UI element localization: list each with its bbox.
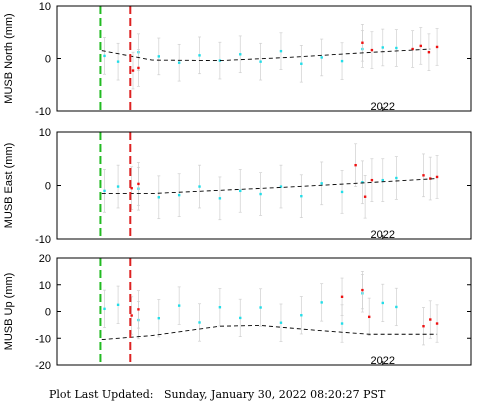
cyan-point xyxy=(239,53,242,56)
cyan-point xyxy=(103,54,106,58)
plot-updated-footer: Plot Last Updated: Sunday, January 30, 2… xyxy=(49,388,385,401)
cyan-point xyxy=(381,178,384,182)
cyan-point xyxy=(157,316,161,320)
y-tick-label: 20 xyxy=(39,253,51,265)
cyan-point xyxy=(239,316,242,320)
y-axis-label: MUSB East (mm) xyxy=(3,143,15,229)
cyan-point xyxy=(177,193,181,197)
red-point xyxy=(419,44,422,48)
cyan-point xyxy=(198,185,201,188)
trend-line xyxy=(101,324,438,341)
red-point xyxy=(429,318,432,321)
red-point xyxy=(427,51,431,54)
red-point xyxy=(435,322,439,325)
red-point xyxy=(370,48,374,52)
y-tick-label: 0 xyxy=(45,307,51,319)
y-tick-label: 0 xyxy=(45,181,51,193)
cyan-point xyxy=(218,306,222,309)
footer-label: Plot Last Updated: xyxy=(49,388,154,401)
cyan-point xyxy=(157,196,161,199)
y-tick-label: -10 xyxy=(35,234,51,246)
cyan-point xyxy=(320,301,323,304)
cyan-point xyxy=(361,181,364,184)
cyan-point xyxy=(116,303,120,307)
red-point xyxy=(137,308,140,311)
red-point xyxy=(370,178,374,182)
red-point xyxy=(435,45,439,49)
y-tick-label: 10 xyxy=(39,127,51,139)
cyan-point xyxy=(395,176,398,180)
y-tick-label: 0 xyxy=(45,54,51,66)
red-point xyxy=(361,41,364,44)
cyan-point xyxy=(395,305,398,309)
panel-2: -10 0 10 2022 MUSB East (mm) xyxy=(3,127,472,246)
panel-1: -10 0 10 2022 MUSB North (mm) xyxy=(3,1,472,118)
red-point xyxy=(429,177,432,180)
red-point xyxy=(340,295,344,298)
cyan-point xyxy=(279,321,283,324)
y-tick-label: -20 xyxy=(35,360,51,372)
trend-line xyxy=(101,48,431,62)
cyan-point xyxy=(157,55,161,58)
cyan-point xyxy=(300,314,303,317)
red-point xyxy=(367,315,371,319)
x-tick-label: 2022 xyxy=(371,101,395,113)
red-point xyxy=(422,174,425,177)
y-tick-label: -10 xyxy=(35,106,51,118)
red-point xyxy=(130,186,133,190)
trend-line xyxy=(101,178,438,194)
cyan-point xyxy=(198,54,201,57)
y-tick-label: -10 xyxy=(35,333,51,345)
red-point xyxy=(130,314,133,317)
x-tick-label: 2022 xyxy=(371,229,395,241)
cyan-point xyxy=(279,185,283,188)
cyan-point xyxy=(300,62,303,65)
cyan-point xyxy=(320,56,323,59)
cyan-point xyxy=(259,192,262,196)
cyan-point xyxy=(239,189,242,193)
cyan-point xyxy=(279,49,283,53)
cyan-point xyxy=(218,59,222,62)
y-axis-label: MUSB Up (mm) xyxy=(3,273,15,351)
red-point xyxy=(137,66,140,70)
cyan-point xyxy=(116,185,120,188)
red-point xyxy=(361,288,364,292)
red-point xyxy=(131,69,135,72)
cyan-point xyxy=(116,60,120,63)
red-point xyxy=(363,195,367,198)
cyan-point xyxy=(198,321,201,324)
cyan-point xyxy=(340,190,344,194)
x-tick-label: 2022 xyxy=(371,355,395,367)
cyan-point xyxy=(103,189,106,193)
cyan-point xyxy=(395,46,398,50)
cyan-point xyxy=(259,60,262,63)
panel-3: -20 -10 0 10 20 2022 MUSB Up (mm) xyxy=(3,253,472,372)
red-point xyxy=(411,47,414,51)
plot-frame xyxy=(56,257,472,366)
cyan-point xyxy=(218,197,222,200)
cyan-point xyxy=(381,301,384,305)
y-axis-label: MUSB North (mm) xyxy=(3,13,15,103)
y-tick-label: 10 xyxy=(39,280,51,292)
y-tick-label: 10 xyxy=(39,1,51,13)
cyan-point xyxy=(340,322,344,325)
cyan-point xyxy=(103,307,106,311)
cyan-point xyxy=(177,61,181,64)
red-point xyxy=(137,182,140,186)
cyan-point xyxy=(259,306,262,309)
cyan-point xyxy=(340,59,344,63)
red-point xyxy=(435,175,439,179)
cyan-point xyxy=(300,195,303,198)
red-point xyxy=(422,325,425,328)
cyan-point xyxy=(381,46,384,49)
cyan-point xyxy=(320,182,323,185)
footer-datetime: Sunday, January 30, 2022 08:20:27 PST xyxy=(163,388,386,401)
cyan-point xyxy=(177,304,181,307)
red-point xyxy=(354,163,357,167)
